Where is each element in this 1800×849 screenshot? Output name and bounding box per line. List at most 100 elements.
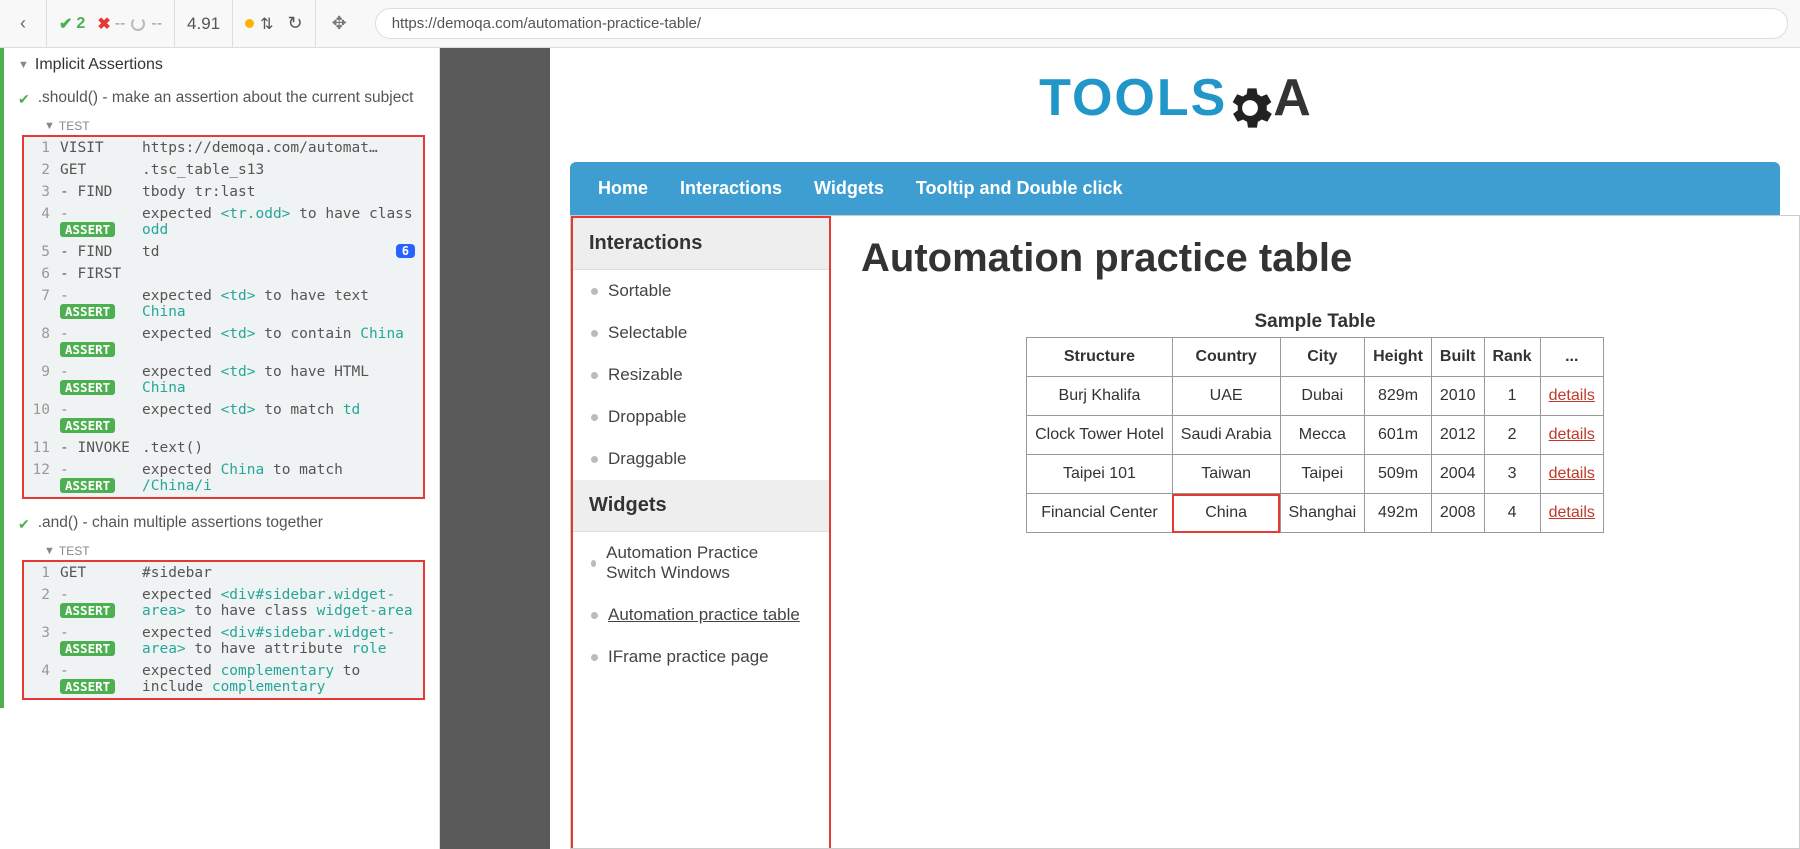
sidebar-item[interactable]: Droppable: [573, 396, 829, 438]
command-row[interactable]: 8- ASSERTexpected <td> to contain China: [24, 323, 423, 361]
content: Automation practice table Sample Table S…: [831, 216, 1799, 848]
table-row: Clock Tower HotelSaudi ArabiaMecca601m20…: [1027, 416, 1604, 455]
sidebar-item[interactable]: Sortable: [573, 270, 829, 312]
command-row[interactable]: 5- FINDtd6: [24, 241, 423, 263]
table-cell: Burj Khalifa: [1027, 377, 1173, 416]
command-row[interactable]: 7- ASSERTexpected <td> to have text Chin…: [24, 285, 423, 323]
table-cell: 1: [1484, 377, 1540, 416]
command-list: 1VISIThttps://demoqa.com/automat…2GET.ts…: [22, 135, 425, 499]
suite-header[interactable]: ▼ Implicit Assertions: [18, 56, 425, 74]
table-cell: 2: [1484, 416, 1540, 455]
command-message: .tsc_table_s13: [142, 162, 415, 178]
back-button[interactable]: ‹: [12, 13, 34, 34]
bullet-icon: [591, 560, 596, 567]
details-link[interactable]: details: [1549, 504, 1595, 521]
bullet-icon: [591, 456, 598, 463]
sidebar-item[interactable]: Selectable: [573, 312, 829, 354]
table-cell: 2010: [1431, 377, 1484, 416]
command-row[interactable]: 3- FINDtbody tr:last: [24, 181, 423, 203]
table-cell: 2012: [1431, 416, 1484, 455]
test-title-row[interactable]: ✔ .should() - make an assertion about th…: [18, 84, 425, 113]
sidebar-item-label: Droppable: [608, 407, 686, 427]
details-link[interactable]: details: [1549, 465, 1595, 482]
app-preview: TOOLSA Home Interactions Widgets Tooltip an…: [550, 48, 1800, 849]
logo: TOOLSA: [550, 48, 1800, 150]
table-cell: 509m: [1365, 455, 1432, 494]
sidebar-item[interactable]: Resizable: [573, 354, 829, 396]
test-block: ✔ .and() - chain multiple assertions tog…: [18, 509, 425, 700]
command-message: expected <td> to match td: [142, 402, 415, 418]
command-name: - ASSERT: [60, 206, 132, 238]
command-message: #sidebar: [142, 565, 415, 581]
command-row[interactable]: 9- ASSERTexpected <td> to have HTML Chin…: [24, 361, 423, 399]
caret-down-icon: ▼: [44, 545, 55, 557]
bullet-icon: [591, 288, 598, 295]
command-name: - ASSERT: [60, 663, 132, 695]
command-row[interactable]: 12- ASSERTexpected China to match /China…: [24, 459, 423, 497]
sidebar-item-label: Automation practice table: [608, 605, 800, 625]
test-label: TEST: [59, 119, 90, 133]
reload-icon[interactable]: ↻: [288, 13, 303, 34]
caret-down-icon: ▼: [18, 59, 29, 71]
test-title-row[interactable]: ✔ .and() - chain multiple assertions tog…: [18, 509, 425, 538]
sidebar-item-label: Resizable: [608, 365, 683, 385]
updown-icon[interactable]: ⇅: [260, 14, 273, 34]
sidebar-header: Interactions: [573, 218, 829, 270]
nav-link[interactable]: Tooltip and Double click: [916, 178, 1123, 199]
command-row[interactable]: 4- ASSERTexpected complementary to inclu…: [24, 660, 423, 698]
count-badge: 6: [396, 244, 415, 258]
test-label: TEST: [59, 544, 90, 558]
table-cell: UAE: [1172, 377, 1280, 416]
table-cell: details: [1540, 455, 1603, 494]
bullet-icon: [591, 330, 598, 337]
command-name: - ASSERT: [60, 288, 132, 320]
sidebar-item[interactable]: Automation Practice Switch Windows: [573, 532, 829, 594]
sidebar-header: Widgets: [573, 480, 829, 532]
nav-link[interactable]: Home: [598, 178, 648, 199]
command-name: - ASSERT: [60, 587, 132, 619]
bullet-icon: [591, 414, 598, 421]
details-link[interactable]: details: [1549, 426, 1595, 443]
command-row[interactable]: 2GET.tsc_table_s13: [24, 159, 423, 181]
pending-spinner-icon: [131, 17, 145, 31]
line-number: 2: [32, 587, 50, 603]
command-row[interactable]: 4- ASSERTexpected <tr.odd> to have class…: [24, 203, 423, 241]
navbar: Home Interactions Widgets Tooltip and Doubl…: [570, 162, 1780, 215]
sidebar-item[interactable]: Automation practice table: [573, 594, 829, 636]
command-log: ▼ Implicit Assertions ✔ .should() - make…: [0, 48, 440, 849]
details-link[interactable]: details: [1549, 387, 1595, 404]
sidebar-item-label: Sortable: [608, 281, 671, 301]
table-cell: 601m: [1365, 416, 1432, 455]
command-row[interactable]: 1VISIThttps://demoqa.com/automat…: [24, 137, 423, 159]
command-message: https://demoqa.com/automat…: [142, 140, 415, 156]
command-row[interactable]: 6- FIRST: [24, 263, 423, 285]
table-row: Financial CenterChinaShanghai492m20084de…: [1027, 494, 1604, 533]
topbar: ‹ ✔ 2 ✖ -- -- 4.91 ⇅ ↻ ✥ https://demoqa.…: [0, 0, 1800, 48]
bullet-icon: [591, 372, 598, 379]
sidebar-item[interactable]: Draggable: [573, 438, 829, 480]
table-cell: 2004: [1431, 455, 1484, 494]
command-row[interactable]: 2- ASSERTexpected <div#sidebar.widget-ar…: [24, 584, 423, 622]
table-cell: China: [1172, 494, 1280, 533]
line-number: 11: [32, 440, 50, 456]
command-row[interactable]: 10- ASSERTexpected <td> to match td: [24, 399, 423, 437]
table-header: City: [1280, 338, 1365, 377]
table-cell: Taiwan: [1172, 455, 1280, 494]
table-cell: Dubai: [1280, 377, 1365, 416]
sidebar-item[interactable]: IFrame practice page: [573, 636, 829, 678]
command-row[interactable]: 3- ASSERTexpected <div#sidebar.widget-ar…: [24, 622, 423, 660]
table-cell: 2008: [1431, 494, 1484, 533]
line-number: 2: [32, 162, 50, 178]
nav-link[interactable]: Widgets: [814, 178, 884, 199]
line-number: 1: [32, 140, 50, 156]
selector-playground-icon[interactable]: ✥: [316, 13, 363, 34]
command-row[interactable]: 1GET#sidebar: [24, 562, 423, 584]
nav-link[interactable]: Interactions: [680, 178, 782, 199]
command-name: - ASSERT: [60, 462, 132, 494]
command-row[interactable]: 11- INVOKE.text(): [24, 437, 423, 459]
url-bar[interactable]: https://demoqa.com/automation-practice-t…: [375, 8, 1788, 39]
sidebar-item-label: Automation Practice Switch Windows: [606, 543, 811, 583]
sidebar: Interactions Sortable Selectable Resizable D…: [571, 216, 831, 848]
suite-title: Implicit Assertions: [35, 56, 163, 74]
test-name: .should() - make an assertion about the …: [38, 88, 414, 109]
